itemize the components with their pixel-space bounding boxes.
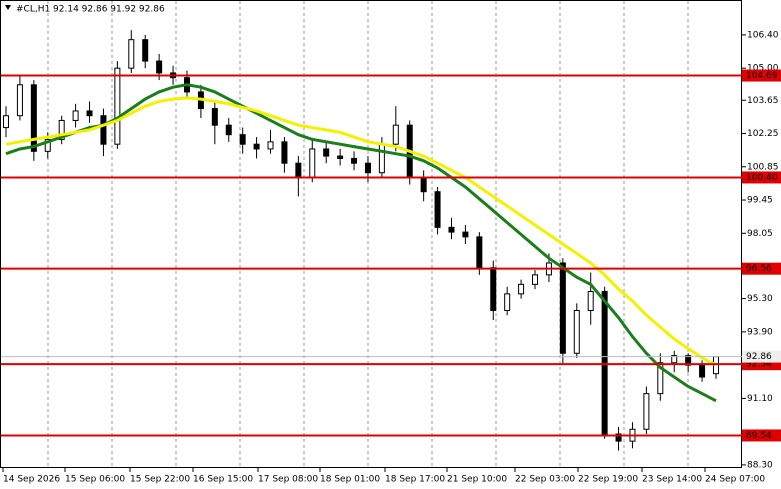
level-label: 104.69 — [746, 71, 778, 81]
candle-body — [337, 155, 344, 159]
candle-body — [114, 67, 121, 145]
x-tick-label: 22 Sep 19:00 — [578, 475, 638, 485]
candle-body — [267, 141, 274, 150]
y-tick-label: 102.25 — [747, 129, 779, 139]
level-label: 100.40 — [746, 173, 778, 183]
candle-body — [532, 274, 539, 285]
y-tick-label: 106.40 — [747, 30, 779, 40]
level-label: 89.54 — [746, 431, 772, 441]
y-tick-label: 95.30 — [747, 294, 773, 304]
x-tick-label: 16 Sep 15:00 — [193, 475, 253, 485]
y-tick-label: 98.05 — [747, 229, 773, 239]
candle-body — [128, 39, 135, 69]
candle-body — [323, 148, 330, 157]
x-tick-label: 22 Sep 03:00 — [515, 475, 575, 485]
candle-body — [72, 110, 79, 121]
y-tick-label: 103.65 — [747, 96, 779, 106]
candle-body — [699, 364, 706, 378]
candle-body — [309, 148, 316, 178]
candle-body — [86, 110, 93, 117]
x-tick-label: 21 Sep 10:00 — [447, 475, 507, 485]
candle-body — [615, 433, 622, 442]
chart-title: #CL,H1 92.14 92.86 91.92 92.86 — [16, 5, 165, 15]
candle-body — [504, 293, 511, 311]
y-tick-label: 91.10 — [747, 394, 773, 404]
x-tick-label: 23 Sep 14:00 — [642, 475, 702, 485]
candle-body — [434, 191, 441, 228]
candle-body — [518, 283, 525, 295]
moving-average — [5, 83, 717, 403]
candle-body — [643, 393, 650, 430]
candle-body — [44, 138, 51, 152]
x-tick-label: 24 Sep 07:00 — [705, 475, 765, 485]
candle-body — [100, 115, 107, 145]
level-label: 92.54 — [746, 360, 772, 370]
x-tick-label: 15 Sep 22:00 — [130, 475, 190, 485]
candle-body — [225, 124, 232, 136]
y-tick-label: 99.45 — [747, 196, 773, 206]
y-tick-label: 105.00 — [747, 64, 779, 74]
candle-body — [281, 141, 288, 164]
candle-body — [253, 143, 260, 150]
candle-body — [351, 157, 358, 164]
x-tick-label: 17 Sep 08:00 — [258, 475, 318, 485]
candle-body — [3, 115, 9, 129]
y-tick-label: 93.90 — [747, 327, 773, 337]
x-tick-label: 18 Sep 01:00 — [320, 475, 380, 485]
candle-body — [295, 162, 302, 178]
level-label-box — [742, 429, 781, 442]
current-price-box — [742, 350, 781, 363]
candle-body — [420, 176, 427, 193]
candle-body — [364, 162, 371, 174]
current-price-label: 92.86 — [746, 352, 772, 362]
symbol-icon — [5, 5, 11, 10]
candle-body — [587, 290, 594, 311]
candle-body — [239, 134, 246, 145]
candle-body — [448, 226, 455, 233]
x-tick-label: 14 Sep 2026 — [3, 475, 60, 485]
candle-body — [559, 262, 566, 354]
candle-body — [156, 60, 163, 74]
candle-body — [392, 124, 399, 145]
candle-body — [211, 108, 218, 126]
candle-body — [462, 231, 469, 238]
candle-body — [476, 236, 483, 269]
y-tick-label: 88.30 — [747, 460, 773, 470]
candle-body — [378, 143, 385, 174]
candle-body — [601, 290, 608, 435]
x-tick-label: 18 Sep 17:00 — [385, 475, 445, 485]
candle-body — [16, 84, 23, 117]
y-tick-label: 100.85 — [747, 162, 779, 172]
candle-body — [30, 84, 37, 152]
x-tick-label: 15 Sep 06:00 — [65, 475, 125, 485]
candle-body — [58, 119, 65, 140]
level-label-box — [742, 171, 781, 184]
candle-body — [142, 39, 149, 62]
plot-frame — [0, 0, 742, 468]
candle-body — [671, 355, 678, 364]
candle-body — [573, 309, 580, 354]
level-label-box — [742, 69, 781, 82]
candle-body — [490, 267, 497, 311]
level-label-box — [742, 262, 781, 275]
level-label: 96.56 — [746, 264, 772, 274]
candle-body — [657, 362, 664, 395]
